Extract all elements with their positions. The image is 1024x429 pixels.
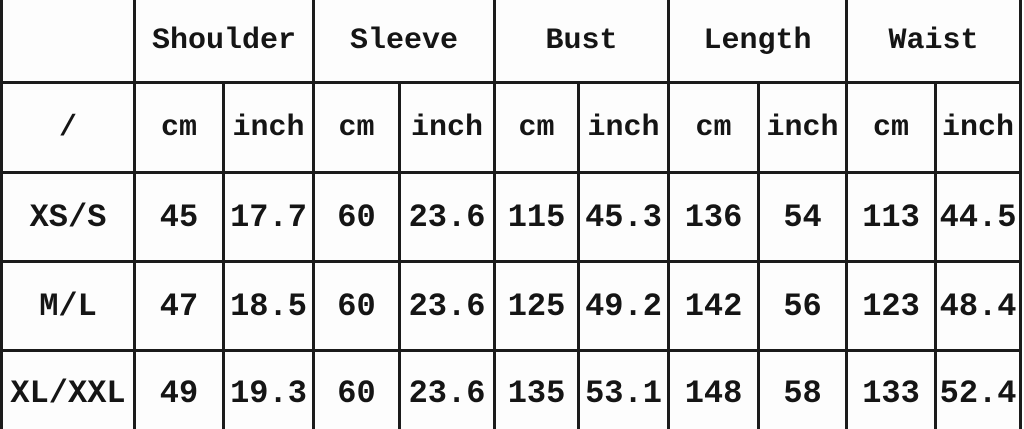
unit-cell-waist-inch: inch bbox=[934, 81, 1023, 174]
value-cell-waist-inch: 52.4 bbox=[934, 349, 1023, 429]
table-row-m-l: M/L 47 18.5 60 23.6 125 49.2 142 56 123 … bbox=[0, 260, 1023, 352]
value-cell-bust-cm: 115 bbox=[493, 171, 580, 263]
value-cell-shoulder-cm: 49 bbox=[133, 349, 225, 429]
size-axis-cell: / bbox=[0, 81, 136, 174]
unit-cell-shoulder-inch: inch bbox=[222, 81, 315, 174]
unit-cell-bust-cm: cm bbox=[493, 81, 580, 174]
value-cell-sleeve-cm: 60 bbox=[312, 349, 401, 429]
table-row-xl-xxl: XL/XXL 49 19.3 60 23.6 135 53.1 148 58 1… bbox=[0, 349, 1023, 429]
value-cell-sleeve-cm: 60 bbox=[312, 171, 401, 263]
value-cell-length-cm: 148 bbox=[667, 349, 761, 429]
header-unit-row: / cm inch cm inch cm inch cm inch cm inc… bbox=[0, 81, 1023, 174]
value-cell-length-inch: 58 bbox=[757, 349, 849, 429]
corner-cell bbox=[0, 0, 136, 84]
value-cell-waist-cm: 123 bbox=[845, 260, 938, 352]
size-label-cell: XS/S bbox=[0, 171, 136, 263]
value-cell-waist-cm: 113 bbox=[845, 171, 938, 263]
unit-cell-length-cm: cm bbox=[667, 81, 761, 174]
size-label-cell: XL/XXL bbox=[0, 349, 136, 429]
unit-cell-length-inch: inch bbox=[757, 81, 849, 174]
value-cell-waist-inch: 48.4 bbox=[934, 260, 1023, 352]
value-cell-bust-inch: 53.1 bbox=[576, 349, 671, 429]
col-header-length: Length bbox=[667, 0, 849, 84]
unit-cell-sleeve-cm: cm bbox=[312, 81, 401, 174]
value-cell-bust-cm: 135 bbox=[493, 349, 580, 429]
value-cell-length-cm: 142 bbox=[667, 260, 761, 352]
unit-cell-bust-inch: inch bbox=[576, 81, 671, 174]
value-cell-shoulder-inch: 19.3 bbox=[222, 349, 315, 429]
value-cell-sleeve-inch: 23.6 bbox=[398, 349, 496, 429]
value-cell-bust-inch: 45.3 bbox=[576, 171, 671, 263]
value-cell-bust-cm: 125 bbox=[493, 260, 580, 352]
value-cell-waist-inch: 44.5 bbox=[934, 171, 1023, 263]
value-cell-shoulder-cm: 45 bbox=[133, 171, 225, 263]
unit-cell-shoulder-cm: cm bbox=[133, 81, 225, 174]
value-cell-sleeve-cm: 60 bbox=[312, 260, 401, 352]
value-cell-length-inch: 54 bbox=[757, 171, 849, 263]
unit-cell-sleeve-inch: inch bbox=[398, 81, 496, 174]
value-cell-bust-inch: 49.2 bbox=[576, 260, 671, 352]
value-cell-shoulder-inch: 17.7 bbox=[222, 171, 315, 263]
col-header-sleeve: Sleeve bbox=[312, 0, 496, 84]
value-cell-sleeve-inch: 23.6 bbox=[398, 260, 496, 352]
col-header-shoulder: Shoulder bbox=[133, 0, 315, 84]
header-group-row: Shoulder Sleeve Bust Length Waist bbox=[0, 0, 1023, 84]
value-cell-waist-cm: 133 bbox=[845, 349, 938, 429]
value-cell-sleeve-inch: 23.6 bbox=[398, 171, 496, 263]
value-cell-shoulder-cm: 47 bbox=[133, 260, 225, 352]
size-label-cell: M/L bbox=[0, 260, 136, 352]
col-header-bust: Bust bbox=[492, 0, 671, 84]
value-cell-shoulder-inch: 18.5 bbox=[222, 260, 315, 352]
unit-cell-waist-cm: cm bbox=[845, 81, 938, 174]
col-header-waist: Waist bbox=[845, 0, 1023, 84]
value-cell-length-inch: 56 bbox=[757, 260, 849, 352]
value-cell-length-cm: 136 bbox=[667, 171, 761, 263]
table-row-xs-s: XS/S 45 17.7 60 23.6 115 45.3 136 54 113… bbox=[0, 171, 1023, 263]
